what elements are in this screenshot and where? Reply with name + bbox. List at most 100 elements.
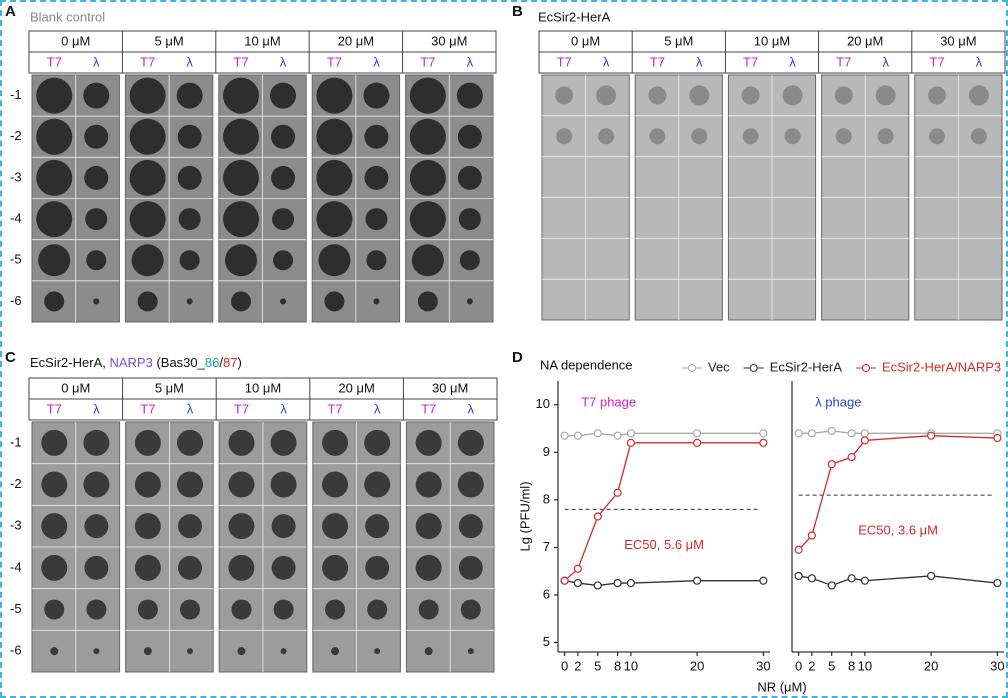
data-point: [613, 431, 622, 440]
panel-title: EcSir2-HerA, NARP3 (Bas30_86/87): [30, 355, 242, 370]
plaque: [877, 128, 894, 145]
plaque: [134, 471, 161, 498]
phage-label: λ: [93, 54, 100, 69]
concentration-label: 5 μM: [155, 380, 184, 395]
y-tick-label: 7: [543, 539, 550, 554]
data-point: [626, 578, 635, 588]
plaque: [44, 599, 65, 620]
phage-label: λ: [789, 54, 796, 69]
plaque: [424, 647, 433, 656]
dilution-label: -1: [10, 87, 22, 102]
plaque: [83, 429, 110, 456]
phage-label: λ: [280, 54, 287, 69]
data-point: [573, 564, 582, 573]
plaque: [316, 201, 353, 238]
plaque: [415, 513, 442, 540]
plaque: [457, 429, 484, 456]
data-point: [927, 431, 936, 440]
plaque: [927, 86, 946, 105]
data-point: [807, 429, 816, 438]
plaque: [93, 298, 100, 305]
y-axis-label: Lg (PFU/ml): [517, 481, 532, 551]
phage-label: T7: [234, 401, 249, 416]
dilution-label: -6: [10, 643, 22, 658]
phage-label: T7: [743, 54, 758, 69]
phage-label: λ: [882, 54, 889, 69]
phage-label: λ: [976, 54, 983, 69]
plaque: [324, 291, 345, 312]
data-point: [560, 431, 569, 440]
phage-label: T7: [929, 54, 944, 69]
concentration-label: 30 μM: [431, 33, 467, 48]
y-tick-label: 8: [543, 491, 550, 506]
plaque: [228, 513, 255, 540]
plaque: [364, 124, 389, 149]
plaque: [84, 514, 109, 539]
panel-label: C: [5, 349, 16, 366]
data-point: [560, 576, 569, 585]
x-axis-label: NR (μM): [757, 679, 806, 694]
data-point: [593, 512, 602, 521]
concentration-label: 0 μM: [61, 380, 90, 395]
plaque: [179, 599, 200, 620]
data-point: [993, 578, 1002, 588]
phage-label: λ: [468, 401, 475, 416]
plaque: [270, 82, 297, 109]
plaque: [272, 208, 295, 231]
plaque: [228, 554, 255, 581]
plaque: [316, 159, 353, 196]
phage-label: λ: [187, 401, 194, 416]
plaque: [176, 471, 203, 498]
plaque: [231, 291, 252, 312]
x-tick-label: 20: [924, 658, 938, 673]
concentration-label: 30 μM: [940, 33, 976, 48]
legend-label: EcSir2-HerA/NARP3: [882, 359, 1001, 374]
concentration-label: 10 μM: [754, 33, 790, 48]
plaque: [93, 648, 100, 655]
plaque: [223, 201, 260, 238]
dilution-label: -2: [10, 128, 22, 143]
dilution-label: -6: [10, 293, 22, 308]
data-point: [860, 429, 869, 438]
plaque: [271, 124, 296, 149]
plaque: [177, 124, 202, 149]
phage-label: λ: [373, 54, 380, 69]
plaque: [322, 471, 349, 498]
plaque: [835, 128, 852, 145]
plaque: [418, 599, 439, 620]
plaque: [273, 599, 294, 620]
plaque: [223, 159, 260, 196]
panel-label: A: [5, 3, 16, 20]
concentration-label: 20 μM: [338, 380, 374, 395]
plaque: [466, 298, 473, 305]
phage-label: T7: [47, 54, 62, 69]
plaque: [409, 77, 446, 114]
plaque: [467, 648, 474, 655]
plaque: [322, 554, 349, 581]
phage-label: T7: [421, 401, 436, 416]
data-point: [693, 438, 702, 447]
plaque: [50, 647, 59, 656]
plaque: [186, 648, 193, 655]
plaque: [460, 599, 481, 620]
plaque: [36, 159, 73, 196]
data-point: [860, 576, 869, 585]
plaque: [270, 429, 297, 456]
plaque: [458, 555, 483, 580]
plaque: [689, 85, 710, 106]
data-point: [794, 571, 803, 581]
x-tick-label: 8: [848, 658, 855, 673]
panel-label: B: [512, 3, 523, 20]
data-point: [847, 452, 856, 462]
plaque: [373, 298, 380, 305]
plaque: [364, 429, 391, 456]
plaque: [83, 471, 110, 498]
plaque: [223, 77, 260, 114]
plaque: [41, 554, 68, 581]
plaque: [38, 244, 71, 277]
phage-label: λ phage: [815, 394, 861, 409]
plaque: [325, 599, 346, 620]
plaque: [409, 159, 446, 196]
data-point: [573, 578, 582, 588]
plaque: [271, 165, 296, 190]
